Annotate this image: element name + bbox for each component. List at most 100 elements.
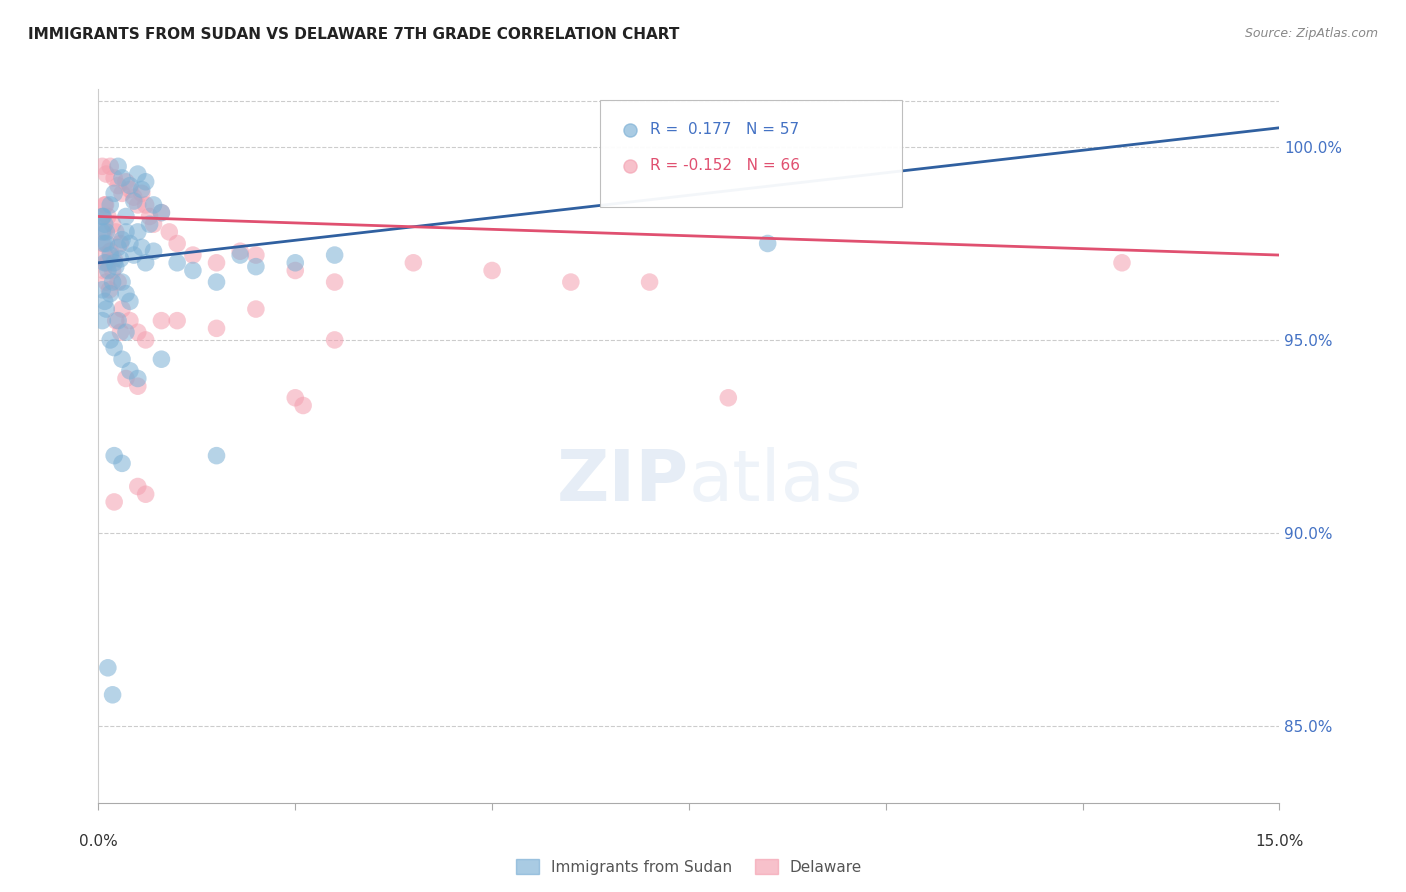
Point xyxy=(107,178,129,193)
Point xyxy=(115,371,138,385)
Point xyxy=(101,263,124,277)
Point xyxy=(118,182,141,196)
Point xyxy=(115,210,138,224)
Point xyxy=(97,210,120,224)
Point xyxy=(135,175,157,189)
Point xyxy=(93,248,115,262)
Point xyxy=(292,399,315,413)
Point xyxy=(91,283,114,297)
Point xyxy=(103,341,125,355)
Point xyxy=(323,275,346,289)
Point xyxy=(284,263,307,277)
Point xyxy=(111,456,134,470)
Point xyxy=(91,225,114,239)
Point xyxy=(229,248,252,262)
Point xyxy=(103,256,125,270)
Point xyxy=(93,198,115,212)
Point xyxy=(229,244,252,259)
Point xyxy=(98,333,121,347)
Point xyxy=(122,190,145,204)
Point xyxy=(131,182,153,196)
Point xyxy=(122,248,145,262)
Point xyxy=(115,286,138,301)
Point xyxy=(717,391,740,405)
Point xyxy=(481,263,503,277)
Point xyxy=(131,186,153,201)
Point xyxy=(107,275,129,289)
Point xyxy=(103,495,125,509)
Point xyxy=(94,198,117,212)
Point xyxy=(104,260,127,274)
Text: R = -0.152   N = 66: R = -0.152 N = 66 xyxy=(650,158,800,173)
Point xyxy=(98,286,121,301)
Point xyxy=(93,236,115,251)
Point xyxy=(284,256,307,270)
Point xyxy=(166,256,188,270)
Point xyxy=(96,275,118,289)
Point xyxy=(101,688,124,702)
Point xyxy=(115,175,138,189)
Point xyxy=(138,217,160,231)
Point xyxy=(205,321,228,335)
Point xyxy=(98,159,121,173)
Point xyxy=(205,275,228,289)
Point xyxy=(96,236,118,251)
Point xyxy=(98,244,121,259)
Point xyxy=(402,256,425,270)
Point xyxy=(110,325,132,339)
Legend: Immigrants from Sudan, Delaware: Immigrants from Sudan, Delaware xyxy=(509,853,869,880)
Point xyxy=(111,170,134,185)
Point xyxy=(91,210,114,224)
Point xyxy=(150,313,173,327)
Point xyxy=(135,487,157,501)
Point xyxy=(115,325,138,339)
Point xyxy=(131,240,153,254)
Point xyxy=(110,252,132,266)
Point xyxy=(118,294,141,309)
Point xyxy=(142,244,165,259)
Point xyxy=(101,275,124,289)
Text: Source: ZipAtlas.com: Source: ZipAtlas.com xyxy=(1244,27,1378,40)
Point xyxy=(111,233,134,247)
Point xyxy=(127,479,149,493)
Point xyxy=(323,333,346,347)
Point xyxy=(142,198,165,212)
Point xyxy=(104,225,127,239)
Point xyxy=(127,379,149,393)
Point xyxy=(127,167,149,181)
Point xyxy=(756,236,779,251)
Point xyxy=(135,256,157,270)
Point xyxy=(118,236,141,251)
Point xyxy=(111,275,134,289)
Point xyxy=(150,352,173,367)
Point xyxy=(107,240,129,254)
Point xyxy=(97,661,120,675)
Point xyxy=(142,217,165,231)
Point xyxy=(91,210,114,224)
Point xyxy=(96,225,118,239)
Point xyxy=(93,217,115,231)
Point xyxy=(118,313,141,327)
Point xyxy=(122,194,145,208)
Point xyxy=(150,205,173,219)
Point xyxy=(284,391,307,405)
Point xyxy=(91,159,114,173)
Point xyxy=(245,260,267,274)
Point xyxy=(98,283,121,297)
Text: R =  0.177   N = 57: R = 0.177 N = 57 xyxy=(650,122,799,137)
Text: ZIP: ZIP xyxy=(557,447,689,516)
Point xyxy=(91,313,114,327)
Point xyxy=(166,313,188,327)
Point xyxy=(107,313,129,327)
Point xyxy=(127,198,149,212)
Point xyxy=(181,248,204,262)
Point xyxy=(103,449,125,463)
Point xyxy=(103,252,125,266)
Point xyxy=(118,178,141,193)
Point xyxy=(110,236,132,251)
Point xyxy=(638,275,661,289)
Point xyxy=(127,225,149,239)
Point xyxy=(98,248,121,262)
Point xyxy=(97,256,120,270)
Point xyxy=(135,198,157,212)
